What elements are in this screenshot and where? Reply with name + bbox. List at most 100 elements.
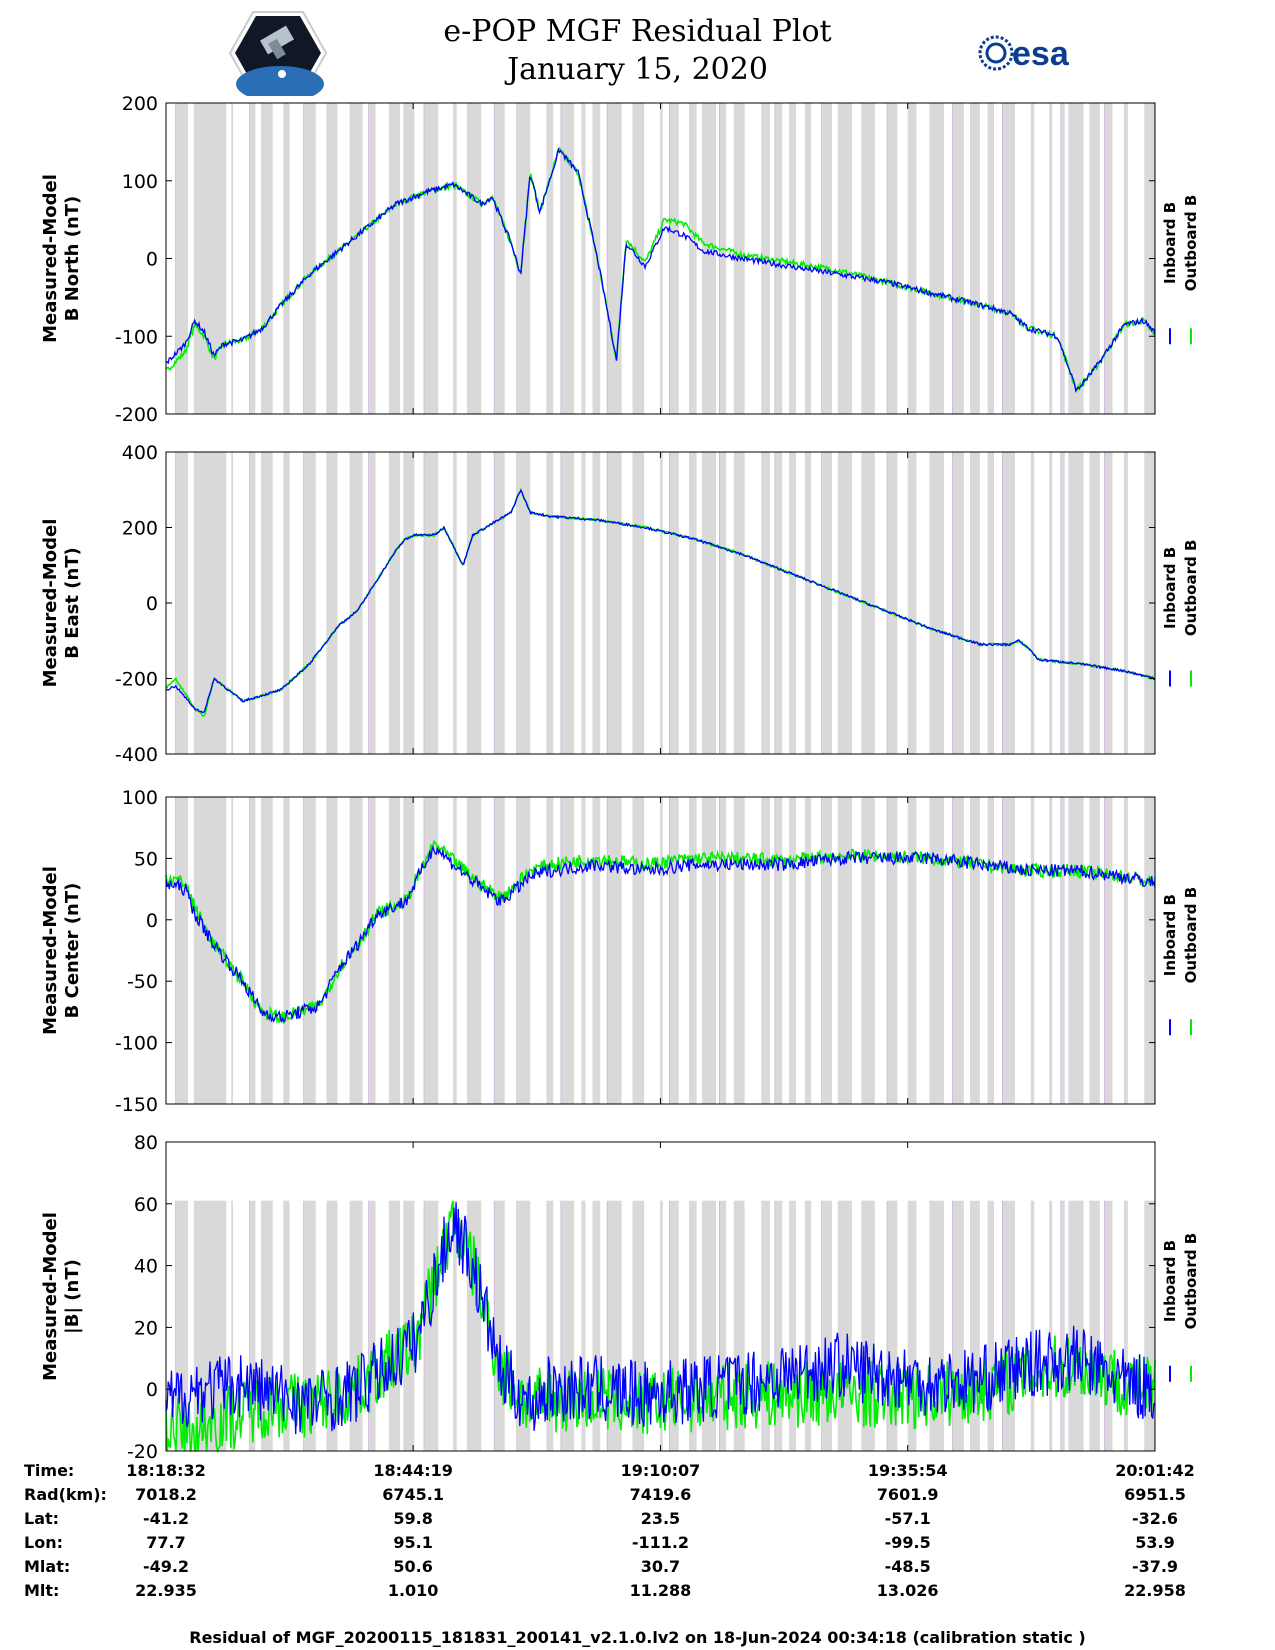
gap-band — [1060, 797, 1065, 1104]
gap-band — [887, 797, 898, 1104]
gap-band — [261, 797, 273, 1104]
gap-band — [231, 1200, 234, 1451]
gap-band — [424, 452, 439, 754]
gap-band — [249, 103, 256, 414]
esa-logo-icon: esa — [978, 35, 1070, 73]
gap-band — [821, 797, 832, 1104]
y-axis-label: Measured-Model — [40, 866, 61, 1035]
gap-band — [283, 103, 290, 414]
gap-band — [283, 797, 290, 1104]
gap-band — [789, 103, 796, 414]
gap-band — [303, 452, 316, 754]
gap-band — [403, 452, 415, 754]
info-row-value: 19:35:54 — [868, 1461, 948, 1480]
gap-band — [861, 797, 875, 1104]
gap-band — [804, 103, 812, 414]
gap-band — [453, 1200, 457, 1451]
footer-caption: Residual of MGF_20200115_181831_200141_v… — [189, 1628, 1086, 1647]
info-row-label: Lon: — [24, 1533, 63, 1552]
gap-band — [388, 797, 401, 1104]
gap-band — [733, 103, 745, 414]
gap-band — [249, 452, 256, 754]
gap-band — [887, 103, 898, 414]
gap-band — [388, 1200, 401, 1451]
gap-band — [774, 103, 783, 414]
gap-band — [592, 452, 601, 754]
y-tick-label: 50 — [134, 848, 158, 870]
legend-outboard-label: Outboard B — [1182, 195, 1200, 292]
gap-band — [546, 1200, 554, 1451]
gap-band — [261, 1200, 273, 1451]
y-tick-label: 0 — [146, 1379, 158, 1401]
gap-band — [1002, 1200, 1015, 1451]
y-tick-label: 0 — [146, 593, 158, 615]
gap-band — [1124, 103, 1128, 414]
gap-band — [1068, 103, 1084, 414]
gap-band — [821, 103, 832, 414]
gap-band — [701, 797, 716, 1104]
info-row-value: -111.2 — [632, 1533, 689, 1552]
y-axis-label: B Center (nT) — [62, 883, 83, 1019]
gap-band — [660, 797, 663, 1104]
gap-band — [261, 452, 273, 754]
gap-band — [403, 103, 415, 414]
y-tick-label: 200 — [122, 93, 158, 115]
gap-band — [349, 452, 363, 754]
inboard-series-line — [165, 489, 1156, 714]
gap-band — [388, 103, 401, 414]
gap-band — [193, 103, 227, 414]
gap-band — [632, 1200, 645, 1451]
gap-band — [970, 103, 980, 414]
gap-band — [453, 103, 457, 414]
gap-band — [249, 797, 256, 1104]
gap-band — [804, 452, 812, 754]
cassiope-logo-icon — [228, 11, 328, 96]
legend-inboard-label: Inboard B — [1161, 894, 1179, 976]
gap-band — [326, 797, 338, 1104]
y-tick-label: 0 — [146, 910, 158, 932]
info-row-value: 53.9 — [1135, 1533, 1174, 1552]
gap-band — [303, 797, 316, 1104]
y-tick-label: -400 — [115, 744, 158, 766]
gap-band — [952, 797, 964, 1104]
gap-band — [887, 1200, 898, 1451]
y-tick-label: -50 — [127, 971, 158, 993]
info-row-value: 13.026 — [877, 1581, 939, 1600]
gap-band — [952, 1200, 964, 1451]
gap-band — [607, 797, 622, 1104]
info-row-value: 11.288 — [630, 1581, 692, 1600]
info-row-value: 23.5 — [641, 1509, 680, 1528]
y-tick-label: 20 — [134, 1317, 158, 1339]
gap-band — [581, 103, 586, 414]
gap-band — [789, 797, 796, 1104]
gap-band — [761, 797, 770, 1104]
gap-band — [231, 797, 234, 1104]
gap-band — [774, 452, 783, 754]
gap-band — [607, 103, 622, 414]
gap-band — [861, 452, 875, 754]
gap-band — [516, 103, 531, 414]
y-tick-label: -200 — [115, 669, 158, 691]
gap-band — [837, 797, 852, 1104]
gap-band — [887, 452, 898, 754]
gap-band — [761, 452, 770, 754]
y-tick-label: 80 — [134, 1132, 158, 1154]
gap-band — [249, 1200, 256, 1451]
y-tick-label: 200 — [122, 518, 158, 540]
gap-band — [1089, 452, 1100, 754]
gap-band — [1002, 103, 1015, 414]
gap-band — [952, 452, 964, 754]
y-axis-label: Measured-Model — [40, 519, 61, 688]
gap-band — [424, 797, 439, 1104]
info-row-value: 50.6 — [393, 1557, 432, 1576]
info-row-value: 6951.5 — [1124, 1485, 1186, 1504]
gap-band — [1068, 797, 1084, 1104]
gap-band — [494, 103, 505, 414]
y-tick-label: 400 — [122, 442, 158, 464]
gap-band — [1049, 797, 1053, 1104]
gap-band — [581, 797, 586, 1104]
gap-band — [303, 103, 316, 414]
gap-band — [689, 1200, 697, 1451]
gap-band — [283, 1200, 290, 1451]
gap-band — [1124, 452, 1128, 754]
